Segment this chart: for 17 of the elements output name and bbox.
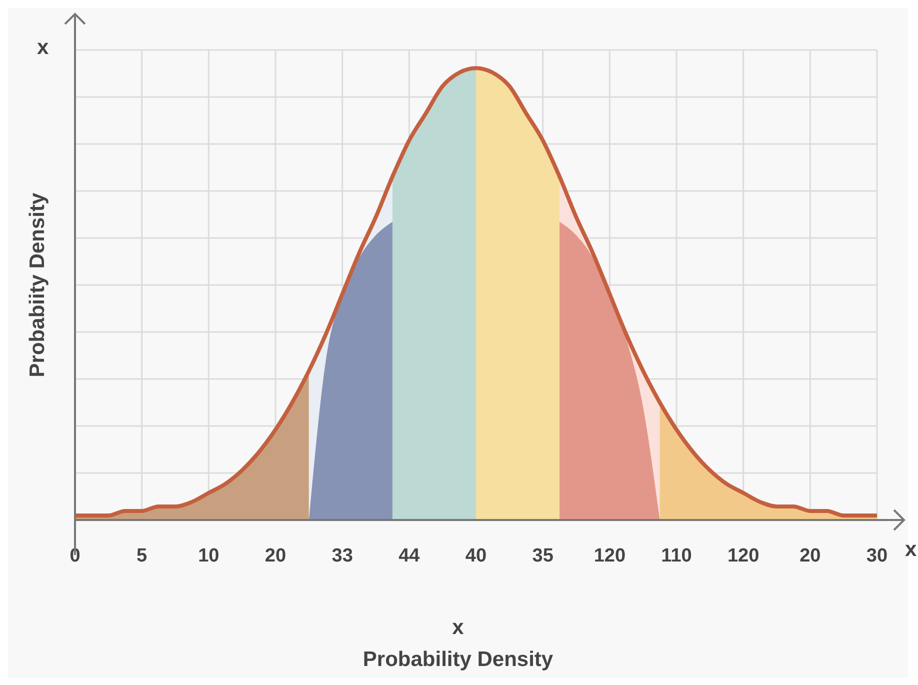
x-tick-label: 33 — [332, 545, 353, 566]
x-tick-label: 5 — [136, 545, 148, 566]
x-tick-label: 120 — [594, 545, 626, 566]
x-tick-label: 40 — [465, 545, 487, 566]
x-tick-label: 20 — [264, 545, 286, 566]
text: x — [37, 36, 49, 60]
x-axis-title: x — [451, 616, 465, 640]
x-tick-label: 44 — [398, 545, 420, 566]
x-tick-label: 110 — [661, 545, 692, 566]
y-axis-title: Probabiity Density — [26, 192, 50, 378]
x-tick-label: 10 — [198, 545, 220, 566]
x-tick-label: 35 — [532, 545, 554, 566]
text: x — [905, 538, 917, 562]
text: Probability Density — [362, 648, 554, 672]
x-tick-label: 20 — [800, 545, 821, 566]
x-tick-label: 120 — [727, 545, 760, 566]
x-tick-label: 30 — [866, 545, 888, 566]
